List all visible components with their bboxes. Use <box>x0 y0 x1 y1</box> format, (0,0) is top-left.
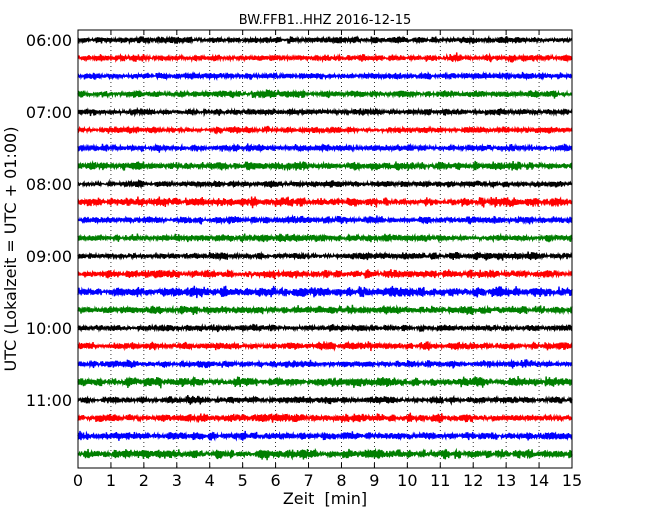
x-axis-ticks: 0 1 2 3 4 5 6 7 8 9 10 11 12 13 14 15 <box>73 30 582 490</box>
y-tick-label: 09:00 <box>26 247 72 266</box>
x-tick-label: 11 <box>430 471 450 490</box>
chart-title: BW.FFB1..HHZ 2016-12-15 <box>239 13 412 28</box>
trace-1130 <box>77 430 573 442</box>
x-tick-label: 3 <box>172 471 182 490</box>
trace-0900 <box>77 251 573 262</box>
trace-0600 <box>77 34 573 46</box>
y-axis-label: UTC (Lokalzeit = UTC + 01:00) <box>1 127 20 372</box>
x-tick-label: 8 <box>336 471 346 490</box>
trace-0700 <box>77 106 573 118</box>
x-tick-label: 1 <box>106 471 116 490</box>
trace-0630 <box>77 70 573 81</box>
trace-0745 <box>77 160 573 172</box>
trace-0645 <box>77 88 573 100</box>
trace-1015 <box>77 340 573 352</box>
trace-0945 <box>77 304 573 316</box>
y-tick-label: 11:00 <box>26 391 72 410</box>
trace-0830 <box>77 214 573 226</box>
trace-0915 <box>77 268 573 280</box>
helicorder-traces <box>77 34 573 461</box>
x-tick-label: 5 <box>238 471 248 490</box>
y-axis-ticks: 06:00 07:00 08:00 09:00 10:00 11:00 <box>26 31 572 410</box>
x-tick-label: 13 <box>496 471 516 490</box>
x-tick-label: 9 <box>369 471 379 490</box>
x-tick-label: 6 <box>271 471 281 490</box>
trace-1100 <box>77 394 573 406</box>
trace-0730 <box>77 142 573 154</box>
trace-1145 <box>77 447 573 461</box>
x-tick-label: 2 <box>139 471 149 490</box>
x-tick-label: 4 <box>205 471 215 490</box>
x-tick-label: 0 <box>73 471 83 490</box>
trace-1045 <box>77 375 573 389</box>
y-tick-label: 06:00 <box>26 31 72 50</box>
trace-1115 <box>77 412 573 424</box>
trace-1000 <box>77 323 573 334</box>
x-tick-label: 7 <box>303 471 313 490</box>
x-tick-label: 15 <box>562 471 582 490</box>
trace-0615 <box>77 52 573 64</box>
x-tick-label: 14 <box>529 471 549 490</box>
trace-0800 <box>77 178 573 190</box>
x-tick-label: 10 <box>397 471 417 490</box>
trace-0815 <box>77 196 573 209</box>
x-tick-label: 12 <box>463 471 483 490</box>
trace-0845 <box>77 232 573 244</box>
y-tick-label: 07:00 <box>26 103 72 122</box>
y-tick-label: 10:00 <box>26 319 72 338</box>
trace-1030 <box>77 358 573 369</box>
plot-frame <box>77 29 573 469</box>
trace-0930 <box>77 285 573 299</box>
y-tick-label: 08:00 <box>26 175 72 194</box>
trace-0715 <box>77 125 573 136</box>
x-axis-label: Zeit [min] <box>283 489 367 508</box>
